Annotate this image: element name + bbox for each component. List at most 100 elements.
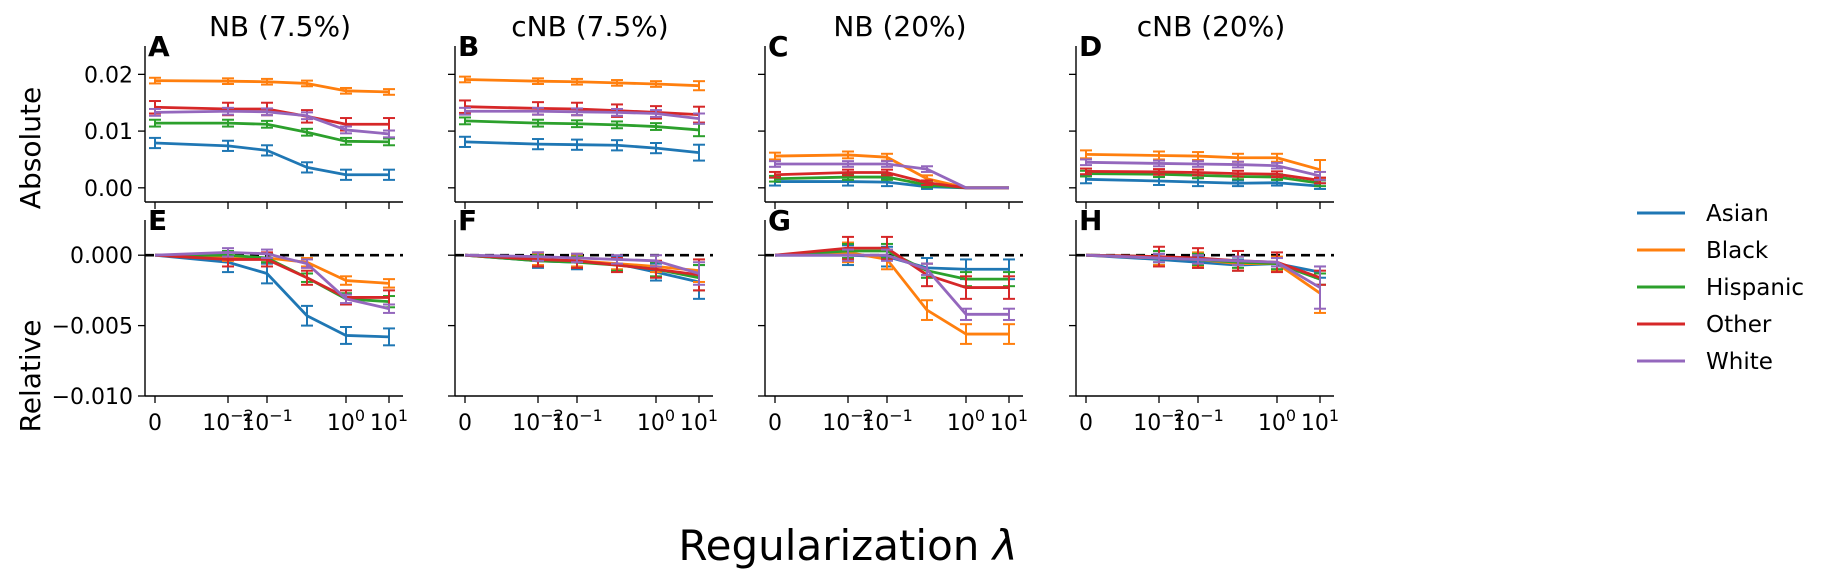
series-line — [1085, 253, 1321, 289]
series-white — [1080, 158, 1326, 181]
panel-letter: A — [148, 30, 170, 63]
series-line — [154, 79, 390, 94]
series-white — [459, 106, 705, 125]
x-tick-label: 101 — [680, 406, 718, 436]
series-white — [154, 247, 395, 314]
x-tick-label: 100 — [637, 406, 675, 436]
panel-letter: B — [458, 30, 479, 63]
series-line — [1085, 169, 1321, 182]
series-white — [149, 106, 395, 139]
x-tick-label: 0 — [768, 411, 782, 436]
row-label-relative: Relative — [14, 320, 47, 433]
series-line — [1085, 172, 1321, 185]
panel-letter: E — [148, 204, 167, 237]
panel-c: C NB (20%) — [758, 10, 1023, 209]
y-tick-label: 0.000 — [70, 244, 133, 269]
legend: Asian Black Hispanic Other White — [1637, 201, 1804, 375]
series-other — [1085, 245, 1326, 286]
panel-title: NB (20%) — [833, 10, 966, 43]
series-line — [464, 105, 700, 117]
panel-title: cNB (20%) — [1137, 10, 1286, 43]
x-tick-label: 100 — [327, 406, 365, 436]
panel-title: cNB (7.5%) — [511, 10, 668, 43]
y-tick-label: 0.01 — [84, 120, 133, 145]
series-line — [1085, 152, 1321, 172]
series-line — [154, 109, 390, 136]
x-tick-label: 10−2 — [1133, 406, 1185, 436]
panel-letter: D — [1079, 30, 1102, 63]
legend-label: Other — [1706, 312, 1772, 338]
panel-letter: G — [768, 204, 791, 237]
x-tick-label: 10−1 — [1172, 406, 1224, 436]
legend-item-black: Black — [1637, 238, 1769, 264]
y-tick-label: −0.005 — [52, 315, 133, 340]
x-tick-label: 101 — [990, 406, 1028, 436]
x-tick-label: 100 — [947, 406, 985, 436]
series-black — [149, 76, 395, 96]
series-line — [464, 119, 700, 132]
panel-h: 0 10−210−1 100 101 H — [1069, 204, 1339, 436]
legend-item-hispanic: Hispanic — [1637, 275, 1804, 301]
series-white — [464, 251, 705, 286]
legend-item-asian: Asian — [1637, 201, 1769, 227]
x-tick-label: 100 — [1258, 406, 1296, 436]
legend-item-white: White — [1637, 349, 1773, 375]
series-asian — [459, 135, 705, 162]
series-hispanic — [149, 118, 395, 147]
x-tick-label: 10−1 — [861, 406, 913, 436]
series-hispanic — [774, 242, 1015, 288]
series-line — [464, 140, 700, 155]
series-line — [1085, 177, 1321, 188]
series-line — [465, 109, 700, 121]
x-tick-label: 10−1 — [241, 406, 293, 436]
panel-letter: F — [458, 204, 477, 237]
row-label-absolute: Absolute — [14, 87, 47, 209]
legend-label: Hispanic — [1706, 275, 1804, 301]
x-tick-label: 10−1 — [551, 406, 603, 436]
series-black — [459, 75, 705, 92]
panel-a: 0.00 0.01 0.02 A NB (7.5%) — [84, 10, 403, 209]
series-line — [464, 253, 700, 277]
legend-label: White — [1706, 349, 1773, 375]
legend-item-other: Other — [1637, 312, 1772, 338]
x-tick-label: 10−2 — [512, 406, 564, 436]
x-tick-label: 101 — [370, 406, 408, 436]
x-tick-label: 101 — [1301, 406, 1339, 436]
series-line — [775, 253, 1009, 316]
series-line — [464, 253, 700, 275]
series-line — [1085, 160, 1321, 178]
x-tick-label: 0 — [148, 411, 162, 436]
x-tick-label: 0 — [458, 411, 472, 436]
panel-e: −0.010 −0.005 0.000 0 10−210−1 100 101 E — [52, 204, 409, 436]
series-line — [154, 250, 390, 311]
panel-letter: H — [1079, 204, 1102, 237]
series-hispanic — [459, 116, 705, 138]
panel-f: 0 10−210−1 100 101 F — [448, 204, 718, 436]
series-white — [1085, 252, 1326, 310]
series-line — [154, 253, 390, 339]
x-axis-label: Regularization λ — [678, 521, 1017, 570]
series-white — [775, 248, 1015, 321]
series-line — [154, 141, 389, 177]
legend-label: Asian — [1706, 201, 1769, 227]
series-line — [774, 250, 1009, 336]
series-white — [769, 160, 1009, 190]
legend-label: Black — [1706, 238, 1769, 264]
x-tick-label: 10−2 — [822, 406, 874, 436]
x-tick-label: 10−2 — [202, 406, 254, 436]
series-line — [155, 121, 390, 144]
series-line — [154, 253, 389, 299]
panel-g: 0 10−210−1 100 101 G — [758, 204, 1028, 436]
series-asian — [149, 136, 395, 181]
y-tick-label: 0.02 — [84, 63, 133, 88]
panel-letter: C — [768, 30, 789, 63]
y-tick-label: −0.010 — [52, 385, 133, 410]
panel-title: NB (7.5%) — [209, 10, 351, 43]
x-tick-label: 0 — [1079, 411, 1093, 436]
series-line — [464, 78, 700, 88]
y-tick-label: 0.00 — [84, 177, 133, 202]
